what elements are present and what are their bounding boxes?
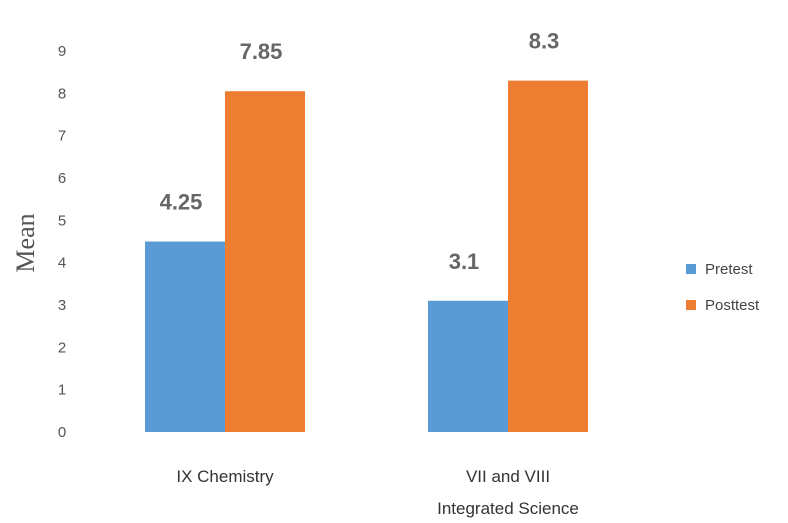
x-axis-categories: IX Chemistry VII and VIII Integrated Scien… xyxy=(176,467,579,518)
bars xyxy=(145,80,588,432)
legend-label: Pretest xyxy=(705,261,753,278)
y-tick-label: 2 xyxy=(58,339,66,356)
y-tick-label: 0 xyxy=(58,424,66,441)
x-category-label: Integrated Science xyxy=(437,499,579,518)
y-tick-label: 8 xyxy=(58,85,66,102)
data-label: 7.85 xyxy=(240,39,283,64)
y-tick-label: 1 xyxy=(58,382,66,399)
legend-swatch-posttest xyxy=(686,300,696,310)
y-axis-title: Mean xyxy=(11,213,40,272)
legend: Pretest Posttest xyxy=(686,261,760,314)
data-label: 4.25 xyxy=(160,190,203,215)
bar-posttest-1 xyxy=(508,80,588,432)
y-tick-label: 3 xyxy=(58,297,66,314)
bar-pretest-1 xyxy=(428,300,508,432)
y-tick-label: 5 xyxy=(58,212,66,229)
bar-pretest-0 xyxy=(145,241,225,432)
data-label: 3.1 xyxy=(449,249,480,274)
data-label: 8.3 xyxy=(529,29,560,54)
y-tick-label: 6 xyxy=(58,170,66,187)
y-tick-label: 4 xyxy=(58,255,66,272)
legend-swatch-pretest xyxy=(686,264,696,274)
y-axis-ticks: 0 1 2 3 4 5 6 7 8 9 xyxy=(58,43,66,441)
data-labels: 4.25 3.1 7.85 8.3 xyxy=(160,29,560,274)
bar-posttest-0 xyxy=(225,91,305,432)
x-category-label: IX Chemistry xyxy=(176,467,274,486)
y-tick-label: 9 xyxy=(58,43,66,60)
x-category-label: VII and VIII xyxy=(466,467,550,486)
y-tick-label: 7 xyxy=(58,128,66,145)
legend-label: Posttest xyxy=(705,297,760,314)
